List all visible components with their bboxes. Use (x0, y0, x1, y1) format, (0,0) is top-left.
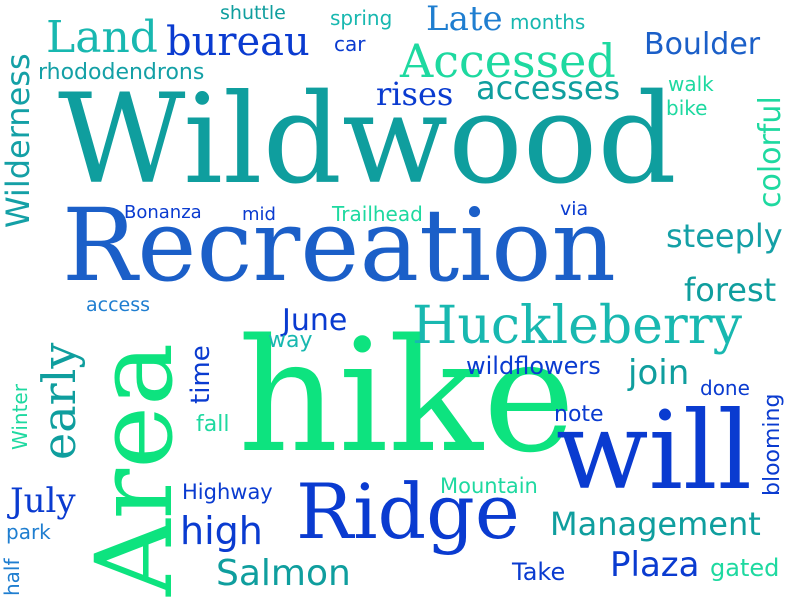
word-mid: mid (242, 204, 276, 225)
word-june: June (282, 303, 348, 338)
word-half: half (0, 558, 24, 596)
word-note: note (554, 402, 604, 427)
word-trailhead: Trailhead (332, 202, 423, 226)
word-area: Area (73, 342, 196, 596)
word-via: via (560, 198, 589, 220)
word-rhododendrons: rhododendrons (38, 60, 205, 85)
word-forest: forest (684, 271, 777, 309)
word-blooming: blooming (760, 393, 785, 496)
word-will: will (556, 389, 753, 514)
word-fall: fall (196, 412, 230, 437)
word-spring: spring (330, 6, 393, 30)
word-plaza: Plaza (610, 545, 700, 585)
word-bonanza: Bonanza (124, 202, 202, 223)
word-late: Late (426, 0, 503, 39)
word-time: time (186, 345, 216, 404)
word-high: high (180, 509, 263, 553)
word-colorful: colorful (753, 96, 788, 208)
word-join: join (628, 353, 690, 393)
word-wildflowers: wildflowers (466, 352, 601, 380)
word-steeply: steeply (666, 217, 783, 255)
word-take: Take (512, 558, 566, 586)
word-ridge: Ridge (296, 467, 520, 556)
word-wildwood: Wildwood (58, 68, 677, 212)
word-land: Land (46, 12, 158, 63)
word-highway: Highway (182, 480, 273, 504)
word-early: early (32, 342, 86, 460)
word-huckleberry: Huckleberry (412, 296, 743, 356)
word-bureau: bureau (166, 19, 310, 65)
word-rises: rises (376, 75, 454, 113)
word-management: Management (550, 505, 761, 543)
word-accessed: Accessed (400, 34, 616, 88)
word-car: car (334, 32, 366, 56)
word-done: done (700, 376, 750, 400)
word-accesses: accesses (476, 69, 621, 107)
word-walk: walk (668, 72, 714, 96)
word-access: access (86, 294, 151, 316)
word-wilderness: Wilderness (0, 53, 37, 228)
word-winter: Winter (8, 384, 32, 450)
word-gated: gated (710, 554, 780, 582)
word-shuttle: shuttle (220, 2, 286, 24)
word-mountain: Mountain (440, 474, 538, 498)
word-july: July (10, 481, 76, 521)
word-recreation: Recreation (62, 187, 616, 304)
word-salmon: Salmon (216, 553, 351, 594)
word-way: way (268, 328, 313, 353)
word-park: park (6, 520, 51, 544)
word-bike: bike (666, 96, 708, 120)
word-hike: hike (238, 305, 576, 487)
word-boulder: Boulder (644, 27, 761, 62)
word-months: months (510, 10, 586, 34)
